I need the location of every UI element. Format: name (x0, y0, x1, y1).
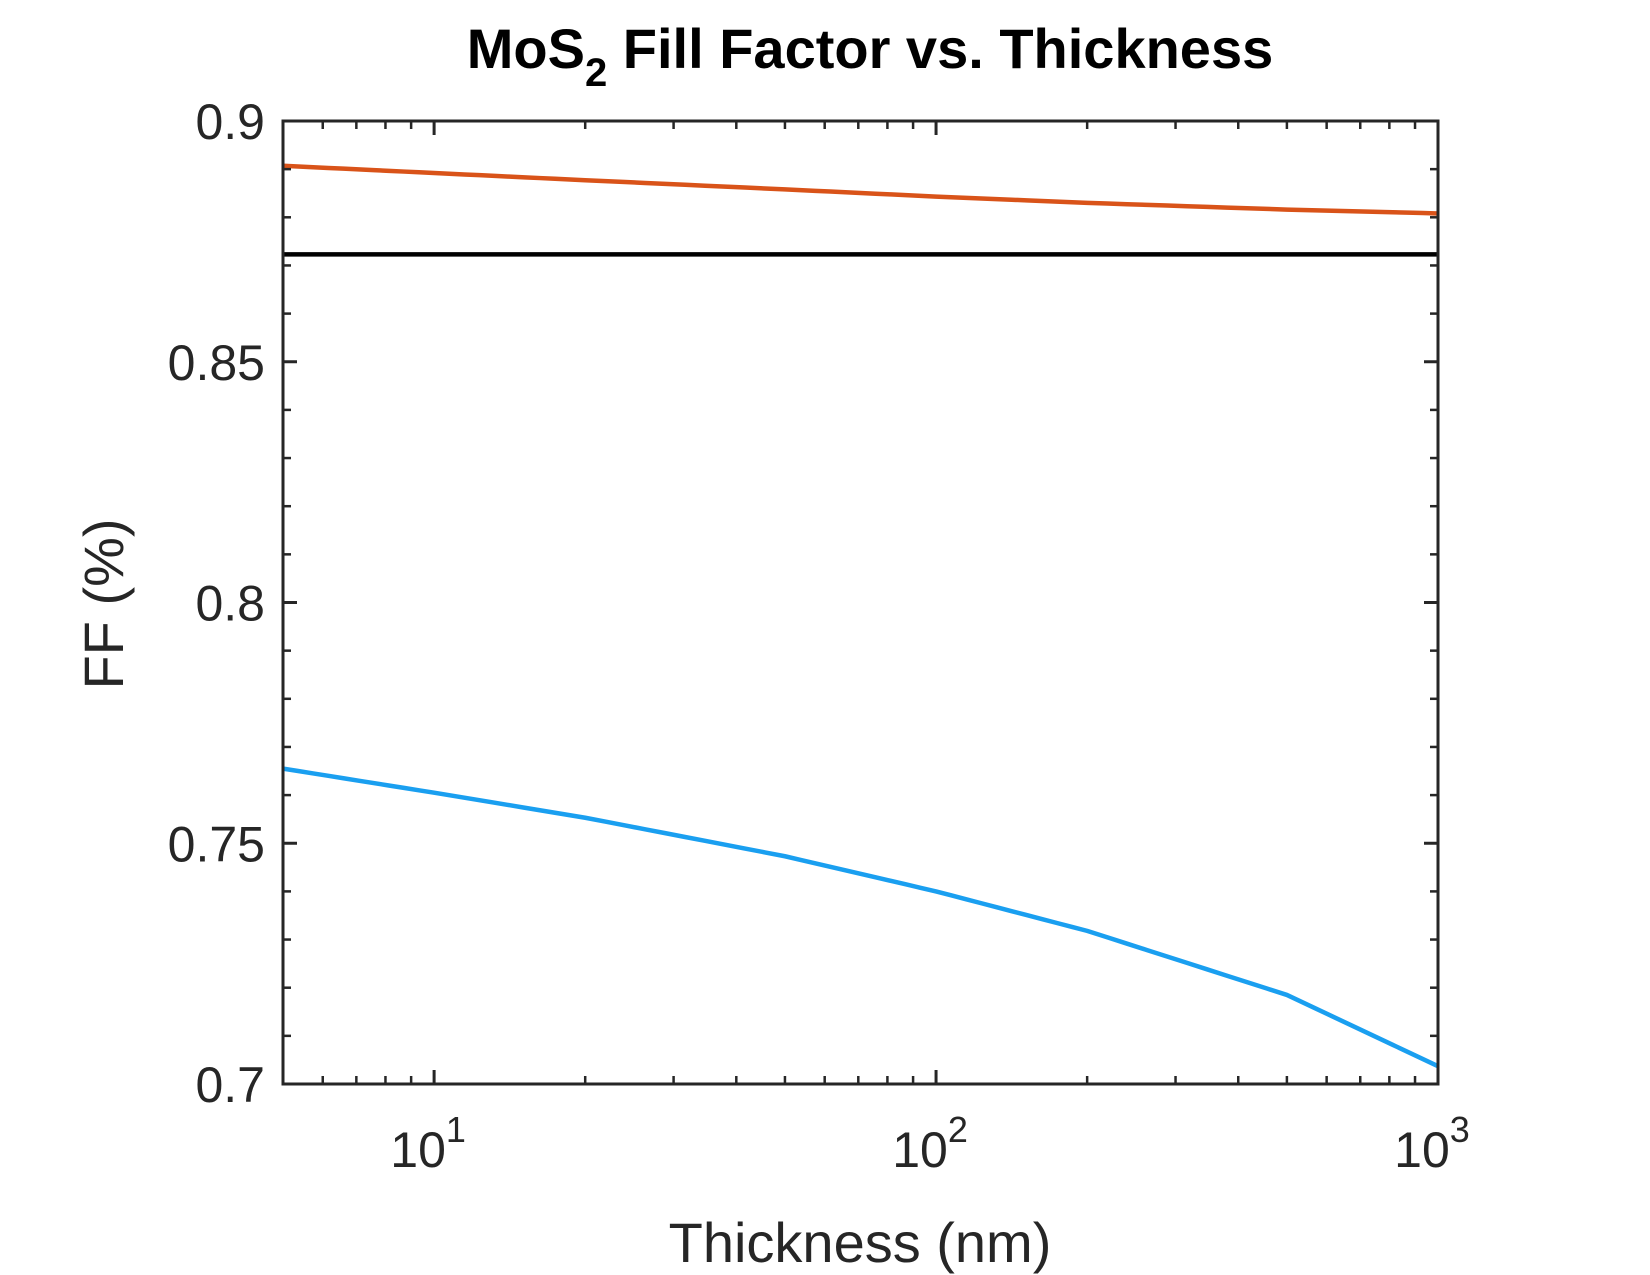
series-line-1 (282, 163, 1439, 216)
y-tick-label: 0.7 (195, 1057, 265, 1113)
y-tick-label: 0.85 (168, 335, 265, 391)
axes-box (281, 119, 1440, 1086)
x-tick-label: 102 (892, 1109, 968, 1178)
axes: 0.7 0.75 0.8 0.85 0.9 101 102 103 (168, 94, 1470, 1178)
y-tick-label: 0.9 (195, 94, 265, 150)
y-tick-label: 0.8 (195, 576, 265, 632)
x-tick-label: 103 (1394, 1109, 1470, 1178)
y-tick-label: 0.75 (168, 816, 265, 872)
x-axis-label: Thickness (nm) (669, 1211, 1052, 1274)
plot-area (282, 163, 1439, 1069)
chart-title: MoS2 Fill Factor vs. Thickness (467, 17, 1273, 95)
x-tick-label: 101 (390, 1109, 466, 1178)
y-axis-label: FF (%) (72, 518, 135, 689)
series-line-3 (282, 766, 1439, 1069)
